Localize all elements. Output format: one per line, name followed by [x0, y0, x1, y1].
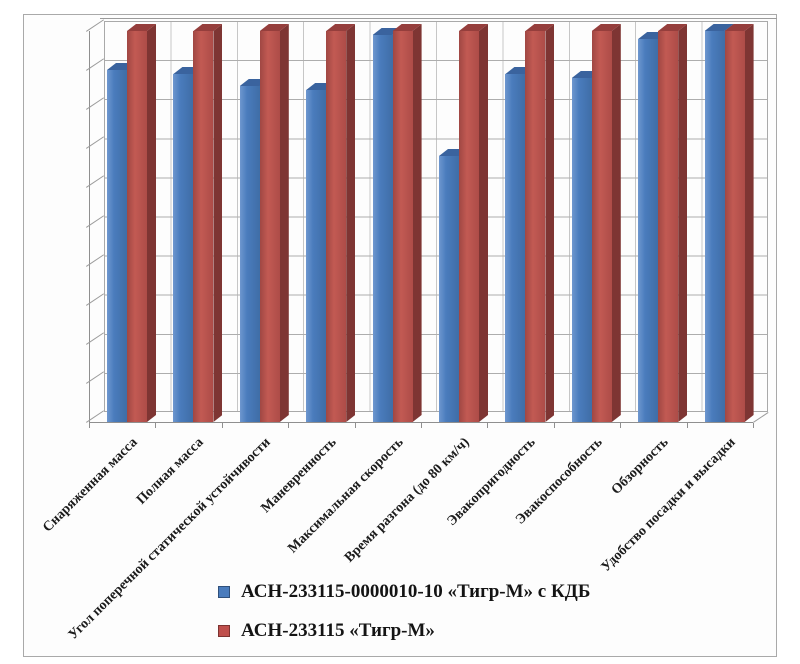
legend-swatch-blue [218, 586, 230, 598]
bar-front [326, 31, 347, 422]
bar-series-1-cat-7 [591, 24, 621, 422]
bar-topface [239, 79, 269, 86]
bar-series-1-cat-6 [525, 24, 555, 422]
bar-sideface [745, 24, 754, 422]
bar-topface [259, 24, 289, 31]
category-axis-tick [221, 423, 223, 428]
bar-series-0-cat-8 [638, 32, 668, 422]
category-axis-tick [89, 423, 90, 428]
bar-front [173, 74, 194, 422]
wall-top-edge [100, 18, 777, 19]
bar-series-1-cat-2 [259, 24, 289, 422]
bar-sideface [280, 24, 289, 422]
bar-series-0-cat-3 [306, 83, 336, 422]
bar-topface [591, 24, 621, 31]
bar-topface [173, 67, 203, 74]
bar-front [658, 31, 679, 422]
bar-series-1-cat-1 [193, 24, 223, 422]
bar-front [704, 31, 725, 422]
bar-sideface [612, 24, 621, 422]
legend-item-series-0: АСН-233115-0000010-10 «Тигр-М» с КДБ [218, 581, 590, 603]
bar-topface [459, 24, 488, 31]
bar-sideface [678, 24, 687, 422]
bar-series-0-cat-7 [571, 71, 601, 422]
bar-series-1-cat-4 [392, 24, 422, 422]
bar-front [591, 31, 612, 422]
bar-topface [372, 28, 402, 35]
bar-topface [505, 67, 535, 74]
bar-series-0-cat-2 [239, 79, 269, 422]
bar-front [259, 31, 280, 422]
bar-topface [571, 71, 601, 78]
value-axis-line [89, 31, 90, 422]
bar-series-1-cat-5 [459, 24, 488, 422]
bar-front [392, 31, 413, 422]
bar-sideface [545, 24, 554, 422]
legend-label-series-1: АСН-233115 «Тигр-М» [241, 620, 435, 641]
legend: АСН-233115-0000010-10 «Тигр-М» с КДБ АСН… [218, 581, 590, 659]
category-axis-tick [421, 423, 422, 428]
bar-sideface [413, 24, 422, 422]
bar-front [525, 31, 546, 422]
bar-front [459, 31, 479, 422]
bar-topface [724, 24, 754, 31]
bar-series-0-cat-4 [372, 28, 402, 422]
bar-topface [107, 63, 136, 70]
bar-front [127, 31, 147, 422]
bar-front [306, 90, 327, 422]
category-axis-tick [753, 423, 754, 428]
category-axis-line [89, 422, 753, 423]
bar-series-0-cat-1 [173, 67, 203, 422]
category-axis-tick [487, 423, 489, 428]
bar-series-0-cat-9 [704, 24, 734, 422]
bar-front [571, 78, 592, 422]
bar-sideface [147, 24, 156, 422]
category-axis-tick [155, 423, 157, 428]
bar-front [372, 35, 393, 422]
bar-front [505, 74, 526, 422]
bar-series-0-cat-5 [439, 149, 468, 422]
bar-front [193, 31, 214, 422]
bar-topface [525, 24, 555, 31]
bar-topface [638, 32, 668, 39]
bar-topface [193, 24, 223, 31]
legend-item-series-1: АСН-233115 «Тигр-М» [218, 620, 590, 642]
category-axis-tick [620, 423, 622, 428]
bar-topface [658, 24, 688, 31]
bar-series-1-cat-0 [127, 24, 156, 422]
bar-front [724, 31, 745, 422]
bar-series-1-cat-3 [326, 24, 356, 422]
bar-series-1-cat-9 [724, 24, 754, 422]
bar-front [638, 39, 659, 422]
bar-series-0-cat-6 [505, 67, 535, 422]
bar-topface [306, 83, 336, 90]
legend-swatch-red [218, 625, 230, 637]
category-axis-tick [288, 423, 290, 428]
category-axis-tick [686, 423, 688, 428]
bar-topface [127, 24, 156, 31]
legend-label-series-0: АСН-233115-0000010-10 «Тигр-М» с КДБ [241, 581, 591, 602]
bar-front [239, 86, 260, 422]
category-axis-tick [354, 423, 356, 428]
bar-sideface [346, 24, 355, 422]
bar-sideface [479, 24, 488, 422]
bar-front [439, 156, 459, 422]
bar-series-1-cat-8 [658, 24, 688, 422]
bar-topface [704, 24, 734, 31]
bar-topface [439, 149, 468, 156]
bar-front [107, 70, 127, 422]
bar-topface [392, 24, 422, 31]
bar-sideface [213, 24, 222, 422]
bar-topface [326, 24, 356, 31]
bar-series-0-cat-0 [107, 63, 136, 422]
category-axis-tick [553, 423, 555, 428]
